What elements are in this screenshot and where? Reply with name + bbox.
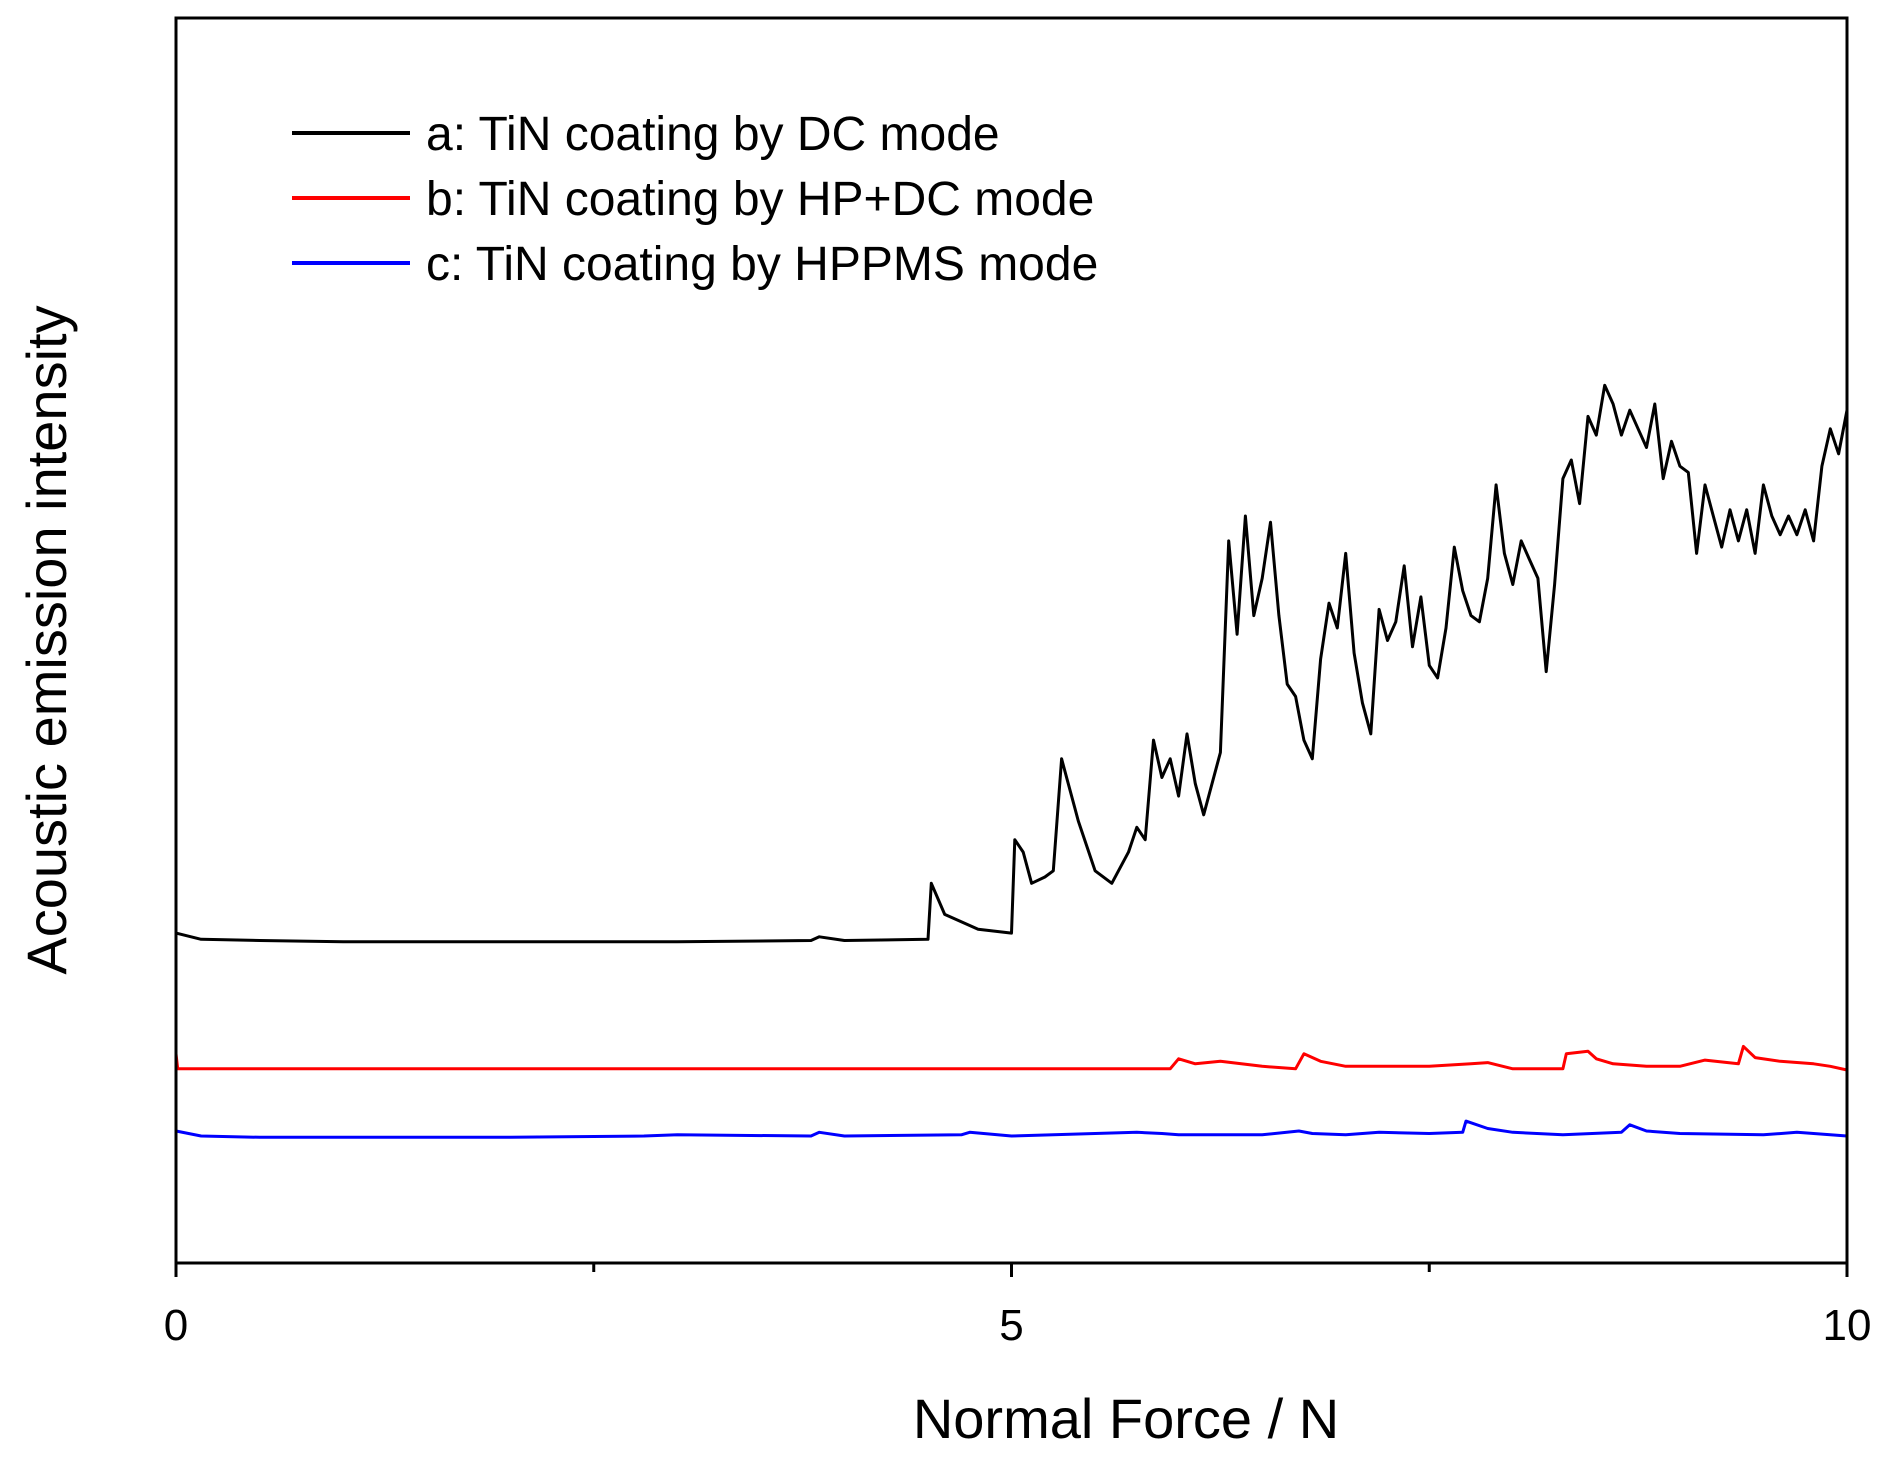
plot-area [174, 383, 1849, 1139]
series-line-a [174, 383, 1849, 944]
series-line-b [174, 1044, 1849, 1072]
x-axis-title: Normal Force / N [913, 1387, 1339, 1450]
legend: a: TiN coating by DC mode b: TiN coating … [292, 108, 1098, 291]
series-line-c [174, 1119, 1849, 1139]
y-axis-title: Acoustic emission intensity [15, 305, 78, 974]
legend-label-a: a: TiN coating by DC mode [426, 108, 1000, 161]
x-tick-label: 0 [164, 1301, 188, 1350]
x-axis-ticks [174, 1263, 1849, 1277]
x-tick-label: 10 [1823, 1301, 1872, 1350]
x-tick-label: 5 [999, 1301, 1023, 1350]
x-axis-tick-labels: 0 5 10 [164, 1301, 1872, 1350]
legend-label-b: b: TiN coating by HP+DC mode [426, 173, 1094, 226]
legend-label-c: c: TiN coating by HPPMS mode [426, 238, 1098, 291]
